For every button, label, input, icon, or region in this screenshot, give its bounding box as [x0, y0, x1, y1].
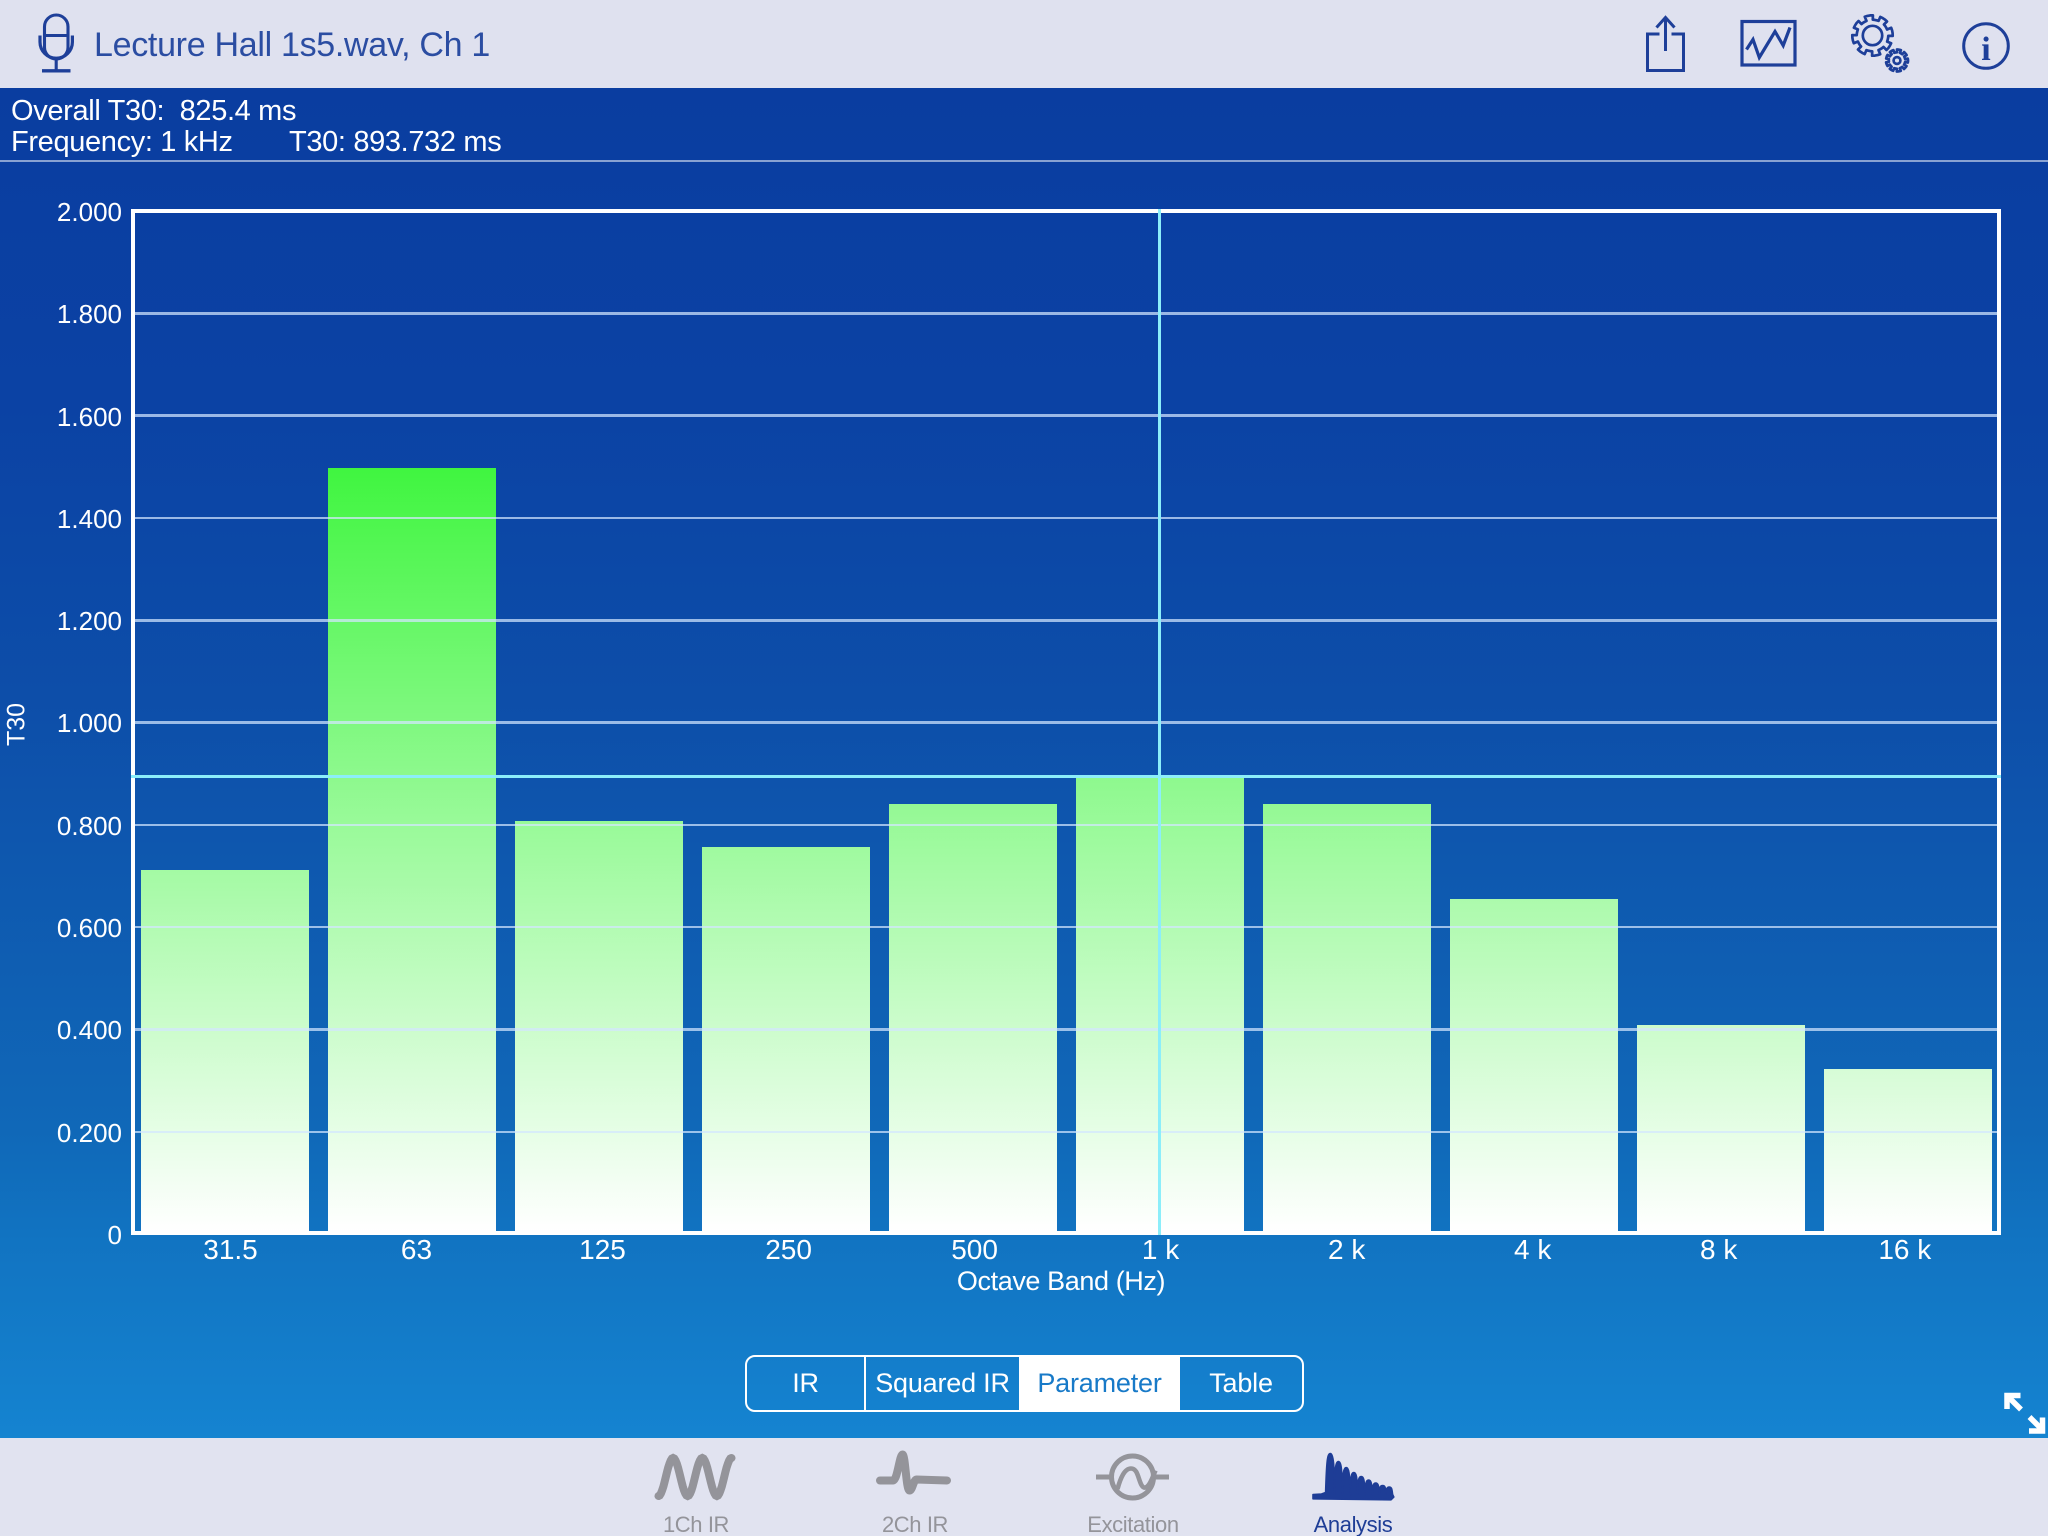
svg-text:i: i: [1981, 31, 1990, 68]
